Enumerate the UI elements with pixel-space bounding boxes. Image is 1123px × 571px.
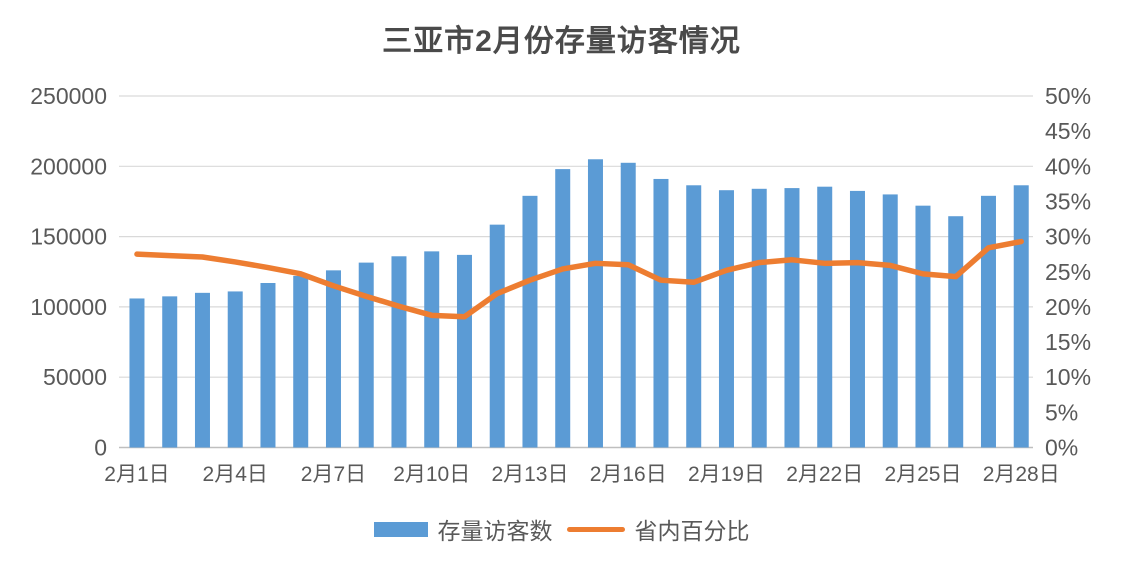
bar-2月26日 [948,216,964,448]
bar-series-swatch [373,521,428,537]
y-axis-left-tick: 200000 [30,153,107,179]
bar-2月19日 [718,190,734,448]
bar-2月9日 [391,256,407,448]
y-axis-right-tick: 15% [1045,329,1091,355]
bar-2月5日 [260,282,276,448]
legend-label-percent: 省内百分比 [634,518,750,544]
x-axis-tick: 2月1日 [104,463,169,486]
x-axis-tick: 2月19日 [688,463,765,486]
bar-2月4日 [227,291,243,448]
bar-2月7日 [325,270,341,448]
bar-2月27日 [980,195,996,448]
bar-2月10日 [424,251,440,448]
bar-2月21日 [784,188,800,448]
legend-item-percent: 省内百分比 [566,512,750,546]
y-axis-right-tick: 10% [1045,364,1091,390]
x-axis-tick: 2月28日 [983,463,1060,486]
y-axis-right-tick: 30% [1045,224,1091,250]
y-axis-left-tick: 250000 [30,83,107,109]
x-axis-tick: 2月16日 [590,463,667,486]
y-axis-left-tick: 100000 [30,294,107,320]
legend: 存量访客数 省内百分比 [0,512,1123,546]
y-axis-right-tick: 25% [1045,259,1091,285]
y-axis-left-tick: 50000 [43,364,107,390]
bar-2月20日 [751,188,767,448]
bar-2月14日 [555,169,571,448]
bar-2月16日 [620,162,636,448]
bar-2月22日 [817,186,833,448]
percent-line [134,238,1024,320]
bar-2月25日 [915,205,931,448]
y-axis-left-tick: 150000 [30,224,107,250]
line-series-swatch [566,526,625,532]
x-axis-tick: 2月4日 [203,463,268,486]
x-axis-tick: 2月13日 [491,463,568,486]
bar-2月11日 [456,254,472,448]
bar-2月6日 [293,275,309,448]
bar-2月15日 [587,159,603,448]
y-axis-left-tick: 0 [94,435,107,461]
y-axis-right-tick: 5% [1045,399,1078,425]
y-axis-right-tick: 50% [1045,83,1091,109]
bar-2月18日 [686,185,702,448]
bar-2月13日 [522,195,538,448]
bar-2月24日 [882,194,898,448]
y-axis-right-tick: 40% [1045,153,1091,179]
y-axis-right-tick: 20% [1045,294,1091,320]
bar-2月17日 [653,178,669,448]
bar-2月12日 [489,224,505,448]
x-axis-tick: 2月10日 [393,463,470,486]
legend-label-visitors: 存量访客数 [437,518,553,544]
y-axis-right-tick: 0% [1045,435,1078,461]
bar-2月23日 [849,190,865,448]
chart-title: 三亚市2月份存量访客情况 [382,25,741,58]
bar-2月2日 [162,296,178,448]
bar-2月3日 [194,292,210,448]
y-axis-right-tick: 45% [1045,118,1091,144]
bar-2月8日 [358,262,374,448]
x-axis-tick: 2月22日 [786,463,863,486]
bar-2月28日 [1013,185,1029,448]
x-axis-tick: 2月7日 [301,463,366,486]
legend-item-visitors: 存量访客数 [373,512,553,546]
y-axis-right-tick: 35% [1045,188,1091,214]
bar-2月1日 [129,298,145,448]
x-axis-tick: 2月25日 [884,463,961,486]
